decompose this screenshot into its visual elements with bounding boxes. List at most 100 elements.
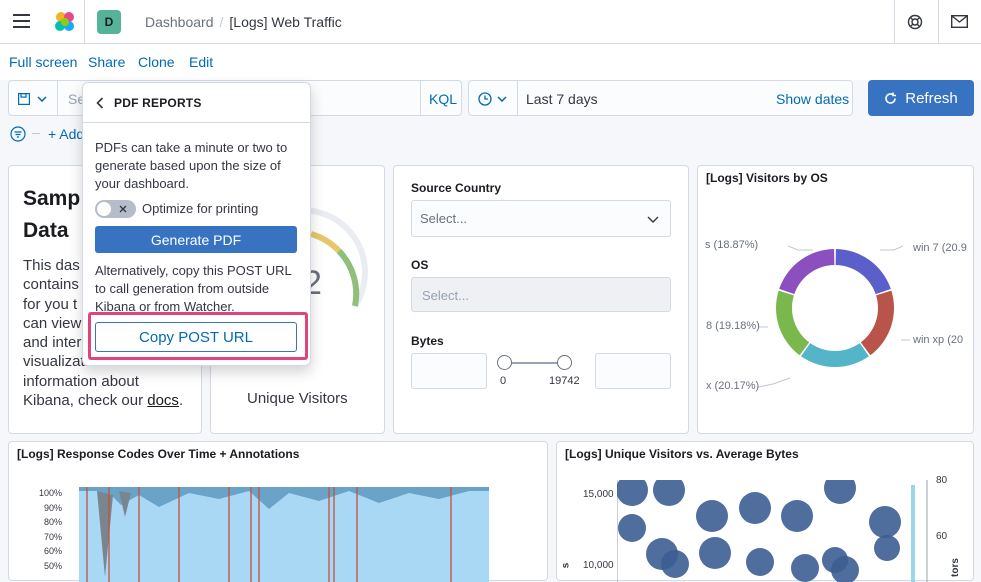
- y-axis-ticks: 100% 90% 80% 70% 60% 50%: [39, 486, 62, 574]
- time-range-label: Last 7 days: [526, 91, 598, 107]
- optimize-toggle[interactable]: [95, 200, 136, 218]
- slice-label: 8 (19.18%): [706, 320, 760, 332]
- range-min-value: 0: [500, 375, 507, 387]
- os-placeholder: Select...: [422, 288, 469, 303]
- docs-link[interactable]: docs: [147, 392, 179, 410]
- chevron-down-icon: [37, 96, 47, 102]
- share-link[interactable]: Share: [88, 54, 126, 70]
- search-placeholder: Se: [68, 91, 86, 107]
- header-divider: [938, 0, 939, 44]
- donut-slice[interactable]: [835, 249, 891, 295]
- donut-slice[interactable]: [779, 249, 835, 295]
- copy-url-highlight: [88, 312, 308, 360]
- donut-slice[interactable]: [860, 290, 894, 356]
- filter-divider: [32, 133, 40, 134]
- pdf-reports-popover: PDF REPORTS: [82, 82, 311, 366]
- breadcrumb-separator: /: [219, 14, 224, 30]
- left-axis-title: s: [560, 562, 572, 569]
- right-axis-title: tors: [949, 558, 961, 577]
- kql-button[interactable]: KQL: [420, 80, 462, 116]
- right-tick: 60: [936, 531, 948, 542]
- saved-query-button[interactable]: [8, 80, 58, 116]
- popover-title: PDF REPORTS: [114, 96, 202, 110]
- y-tick: 15,000: [583, 489, 614, 500]
- top-header: [0, 0, 981, 44]
- markdown-text: .: [178, 392, 184, 410]
- breadcrumb-current: [Logs] Web Traffic: [229, 14, 342, 30]
- filter-options-icon[interactable]: [10, 126, 26, 142]
- response-codes-panel: [Logs] Response Codes Over Time + Annota…: [8, 441, 548, 582]
- show-dates-link[interactable]: Show dates: [776, 91, 850, 107]
- visitors-by-os-panel: [Logs] Visitors by OS s (18.87%) win 7 (…: [697, 165, 974, 434]
- markdown-line: and inter: [23, 334, 82, 352]
- bytes-max-input[interactable]: [595, 353, 671, 389]
- unique-visitors-vs-bytes-panel: [Logs] Unique Visitors vs. Average Bytes…: [556, 441, 974, 582]
- area-chart: [79, 487, 489, 582]
- quick-select-button[interactable]: [468, 80, 518, 116]
- close-icon: [119, 205, 127, 213]
- kql-label: KQL: [429, 91, 458, 107]
- source-country-label: Source Country: [411, 181, 502, 195]
- y-tick: 80%: [44, 517, 63, 528]
- slice-label: win 7 (20.9: [913, 242, 967, 254]
- menu-icon[interactable]: [13, 14, 30, 28]
- clone-link[interactable]: Clone: [138, 54, 175, 70]
- save-icon: [18, 93, 30, 105]
- y-tick: 100%: [39, 488, 63, 498]
- breadcrumb-dashboard[interactable]: Dashboard: [145, 14, 214, 30]
- bytes-min-input[interactable]: [411, 353, 487, 389]
- y-tick: 60%: [44, 546, 63, 557]
- breadcrumb: Dashboard / [Logs] Web Traffic: [145, 14, 342, 30]
- mail-icon[interactable]: [951, 15, 968, 28]
- y-tick: 10,000: [583, 560, 614, 571]
- range-track: [504, 362, 566, 364]
- markdown-heading-line: Samp: [23, 187, 81, 210]
- donut-slice[interactable]: [776, 290, 810, 356]
- elastic-logo-icon[interactable]: [52, 9, 78, 35]
- pdf-description: PDFs can take a minute or two to generat…: [95, 140, 288, 191]
- generate-pdf-button[interactable]: Generate PDF: [95, 226, 297, 253]
- bubble-chart: [617, 480, 928, 582]
- date-picker[interactable]: Last 7 days Show dates: [517, 80, 853, 116]
- toggle-knob: [96, 201, 112, 217]
- gauge-label: Unique Visitors: [247, 390, 348, 407]
- slice-label: win xp (20: [913, 334, 964, 346]
- source-country-select[interactable]: Select...: [411, 200, 671, 237]
- chevron-down-icon: [647, 216, 659, 223]
- y-tick: 70%: [44, 531, 63, 542]
- refresh-label: Refresh: [905, 89, 958, 107]
- markdown-line: can view: [23, 314, 82, 332]
- slice-label: s (18.87%): [705, 239, 759, 251]
- header-divider: [84, 0, 85, 44]
- help-icon[interactable]: [907, 14, 923, 30]
- range-max-value: 19742: [549, 375, 580, 387]
- y-tick: 50%: [44, 560, 63, 571]
- markdown-heading: Samp Data: [23, 183, 80, 247]
- panel-title: [Logs] Visitors by OS: [706, 171, 828, 185]
- markdown-text: Kibana, check our: [23, 392, 148, 410]
- range-min-handle[interactable]: [497, 355, 512, 370]
- subnav-bar: [0, 44, 981, 80]
- back-arrow-icon[interactable]: [96, 97, 104, 109]
- popover-divider: [83, 122, 310, 123]
- os-label: OS: [411, 258, 429, 272]
- space-avatar[interactable]: D: [97, 10, 121, 34]
- markdown-line: information about: [23, 372, 139, 390]
- bytes-label: Bytes: [411, 334, 444, 348]
- chevron-down-icon: [497, 96, 507, 102]
- input-controls-panel: Source Country Select... OS Select... By…: [393, 165, 689, 434]
- donut-slice[interactable]: [801, 343, 869, 367]
- range-max-handle[interactable]: [557, 355, 572, 370]
- donut-chart: [757, 245, 910, 388]
- source-country-placeholder: Select...: [420, 211, 467, 226]
- refresh-icon: [885, 92, 897, 104]
- copy-post-url-button[interactable]: Copy POST URL: [95, 322, 297, 352]
- panel-title: [Logs] Response Codes Over Time + Annota…: [17, 447, 300, 461]
- optimize-label: Optimize for printing: [142, 201, 259, 216]
- edit-link[interactable]: Edit: [189, 54, 214, 70]
- add-filter-button[interactable]: + Add: [48, 126, 85, 142]
- markdown-line: This das: [23, 257, 80, 274]
- os-select[interactable]: Select...: [411, 277, 671, 312]
- refresh-button[interactable]: Refresh: [868, 80, 974, 116]
- full-screen-link[interactable]: Full screen: [9, 54, 78, 70]
